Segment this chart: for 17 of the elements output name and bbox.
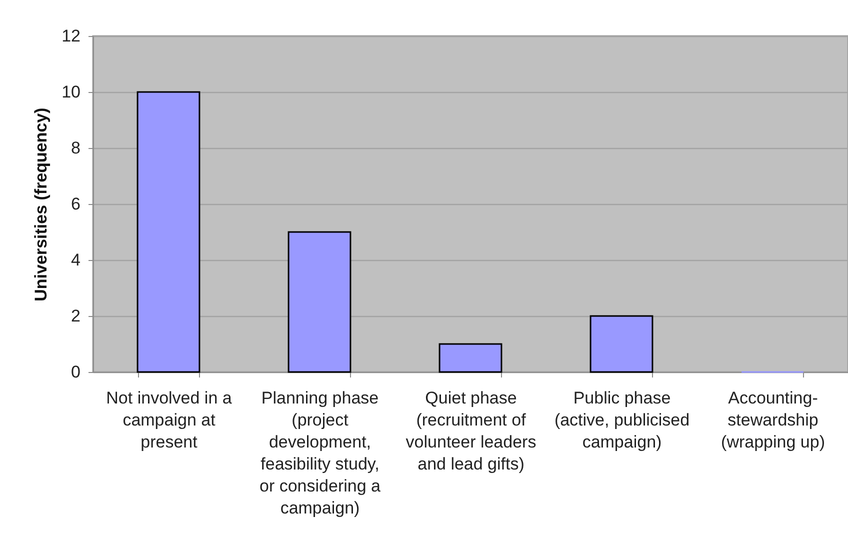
bar [136,91,200,373]
y-tick-label: 8 [71,138,80,158]
y-axis-title: Universities (frequency) [32,108,51,302]
y-tick-label: 0 [71,362,80,382]
x-tick-label: Not involved in a campaign at present [106,388,232,452]
x-tick-label: Planning phase (project development, feasibility study, or considering a campaign) [260,388,382,518]
x-tick-label: Accounting-stewardship (wrapping up) [721,388,825,452]
y-tick-label: 10 [62,82,80,102]
x-tick-label: Quiet phase (recruitment of volunteer leaders and lead gifts) [406,388,536,474]
bar [288,231,352,373]
bar [438,343,502,373]
y-tick-label: 4 [71,250,80,270]
y-tick-label: 6 [71,194,80,214]
bar [590,315,654,373]
y-tick-label: 2 [71,306,80,326]
y-tick-label: 12 [62,26,80,46]
x-tick-label: Public phase (active, publicised campaign) [554,388,690,452]
